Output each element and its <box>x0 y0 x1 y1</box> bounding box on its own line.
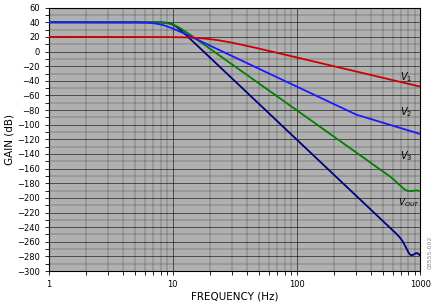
Y-axis label: GAIN (dB): GAIN (dB) <box>4 114 14 165</box>
Text: $V_{OUT}$: $V_{OUT}$ <box>397 197 419 209</box>
Text: 08555-002: 08555-002 <box>427 236 432 269</box>
X-axis label: FREQUENCY (Hz): FREQUENCY (Hz) <box>191 292 278 302</box>
Text: $V_2$: $V_2$ <box>399 105 411 119</box>
Text: $V_1$: $V_1$ <box>399 70 411 84</box>
Text: $V_3$: $V_3$ <box>399 149 411 163</box>
